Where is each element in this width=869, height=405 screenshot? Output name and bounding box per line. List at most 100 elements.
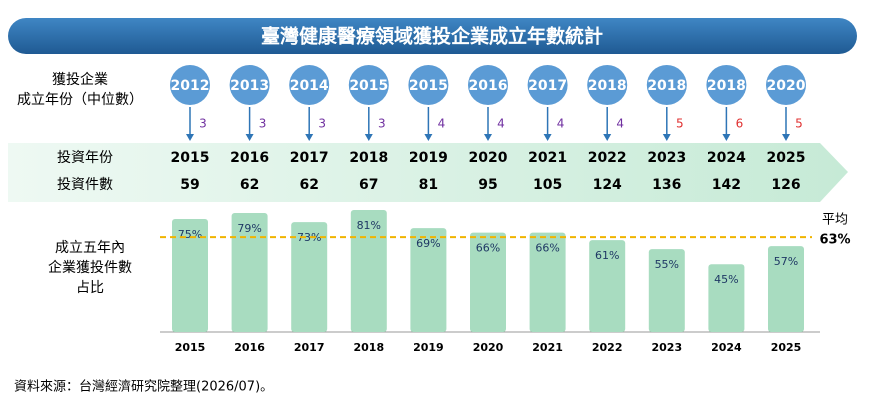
- value-label: 55%: [655, 258, 679, 271]
- founding-year: 2012: [171, 78, 210, 94]
- x-tick-label: 2023: [651, 341, 682, 354]
- age: 4: [557, 117, 565, 131]
- average-value: 63%: [819, 233, 850, 248]
- band-arrow: [8, 143, 848, 202]
- founding-year: 2013: [230, 78, 269, 94]
- chart-title: 臺灣健康醫療領域獲投企業成立年數統計: [261, 25, 603, 48]
- year: 2019: [409, 150, 448, 166]
- bar: [172, 219, 208, 332]
- founding-year: 2017: [528, 78, 567, 94]
- source: 資料來源：台灣經濟研究院整理(2026/07)。: [14, 379, 273, 395]
- arrow-head: [424, 134, 433, 141]
- bar: [589, 240, 626, 332]
- bar: [231, 213, 268, 332]
- value-label: 79%: [237, 222, 261, 235]
- x-tick-label: 2020: [473, 341, 504, 354]
- year: 2020: [469, 150, 508, 166]
- arrow-head: [364, 134, 373, 141]
- row-label: 投資年份: [57, 150, 113, 166]
- age: 5: [795, 117, 803, 131]
- row-label: 成立年份（中位數）: [17, 92, 143, 108]
- bar: [470, 232, 506, 332]
- value-label: 73%: [297, 231, 321, 244]
- arrow-head: [603, 134, 612, 141]
- year: 2025: [767, 150, 806, 166]
- count: 124: [593, 177, 622, 193]
- value-label: 57%: [774, 255, 798, 268]
- year-bubble: [289, 65, 330, 105]
- x-tick-label: 2015: [175, 341, 206, 354]
- value-label: 81%: [357, 219, 381, 232]
- year-bubble: [408, 65, 449, 105]
- average-label: 平均: [822, 213, 848, 228]
- x-tick-label: 2019: [413, 341, 444, 354]
- row-label: 投資件數: [57, 177, 113, 193]
- year: 2021: [528, 150, 567, 166]
- age: 4: [497, 117, 505, 131]
- count: 95: [478, 177, 497, 193]
- year-bubble: [766, 65, 806, 105]
- row-label: 獲投企業: [52, 71, 108, 88]
- age: 3: [318, 117, 326, 131]
- year-bubble: [587, 65, 628, 105]
- arrow-head: [782, 134, 790, 141]
- count: 105: [533, 177, 562, 193]
- arrow-head: [543, 134, 552, 141]
- year: 2017: [290, 150, 329, 166]
- year-bubble: [527, 65, 568, 105]
- founding-year: 2018: [647, 78, 686, 94]
- arrow-head: [662, 134, 671, 141]
- founding-year: 2015: [409, 78, 448, 94]
- age: 5: [676, 117, 684, 131]
- x-tick-label: 2022: [592, 341, 623, 354]
- year-bubble: [229, 65, 270, 105]
- year-bubble: [706, 65, 747, 105]
- arrow-head: [305, 134, 314, 141]
- value-label: 69%: [416, 237, 440, 250]
- founding-year: 2018: [707, 78, 746, 94]
- x-tick-label: 2021: [532, 341, 563, 354]
- bar: [291, 222, 328, 332]
- year: 2024: [707, 150, 746, 166]
- count: 62: [240, 177, 259, 193]
- x-tick-label: 2018: [353, 341, 384, 354]
- bar: [648, 249, 685, 332]
- value-label: 66%: [476, 242, 500, 255]
- count: 81: [419, 177, 438, 193]
- bar: [708, 264, 745, 332]
- arrow-head: [186, 134, 194, 141]
- arrow-head: [722, 134, 731, 141]
- arrow-head: [484, 134, 492, 141]
- founding-year: 2014: [290, 78, 329, 94]
- founding-year: 2018: [588, 78, 627, 94]
- bar: [410, 228, 447, 332]
- year: 2016: [230, 150, 269, 166]
- value-label: 45%: [714, 273, 738, 286]
- founding-year: 2015: [349, 78, 388, 94]
- year: 2022: [588, 150, 627, 166]
- count: 59: [180, 177, 199, 193]
- count: 136: [652, 177, 681, 193]
- row-label: 成立五年內: [55, 240, 125, 256]
- founding-year: 2020: [767, 78, 806, 94]
- row-label: 企業獲投件數: [48, 259, 132, 276]
- count: 67: [359, 177, 378, 193]
- age: 6: [736, 117, 744, 131]
- age: 3: [259, 117, 267, 131]
- x-tick-label: 2017: [294, 341, 325, 354]
- age: 3: [199, 117, 207, 131]
- year: 2018: [349, 150, 388, 166]
- arrow-head: [245, 134, 254, 141]
- year: 2023: [647, 150, 686, 166]
- age: 4: [616, 117, 624, 131]
- x-tick-label: 2024: [711, 341, 742, 354]
- year: 2015: [171, 150, 210, 166]
- x-tick-label: 2016: [234, 341, 265, 354]
- year-bubble: [170, 65, 210, 105]
- founding-year: 2016: [469, 78, 508, 94]
- value-label: 61%: [595, 249, 619, 262]
- row-label: 占比: [76, 280, 104, 296]
- bar: [350, 210, 387, 332]
- count: 62: [299, 177, 318, 193]
